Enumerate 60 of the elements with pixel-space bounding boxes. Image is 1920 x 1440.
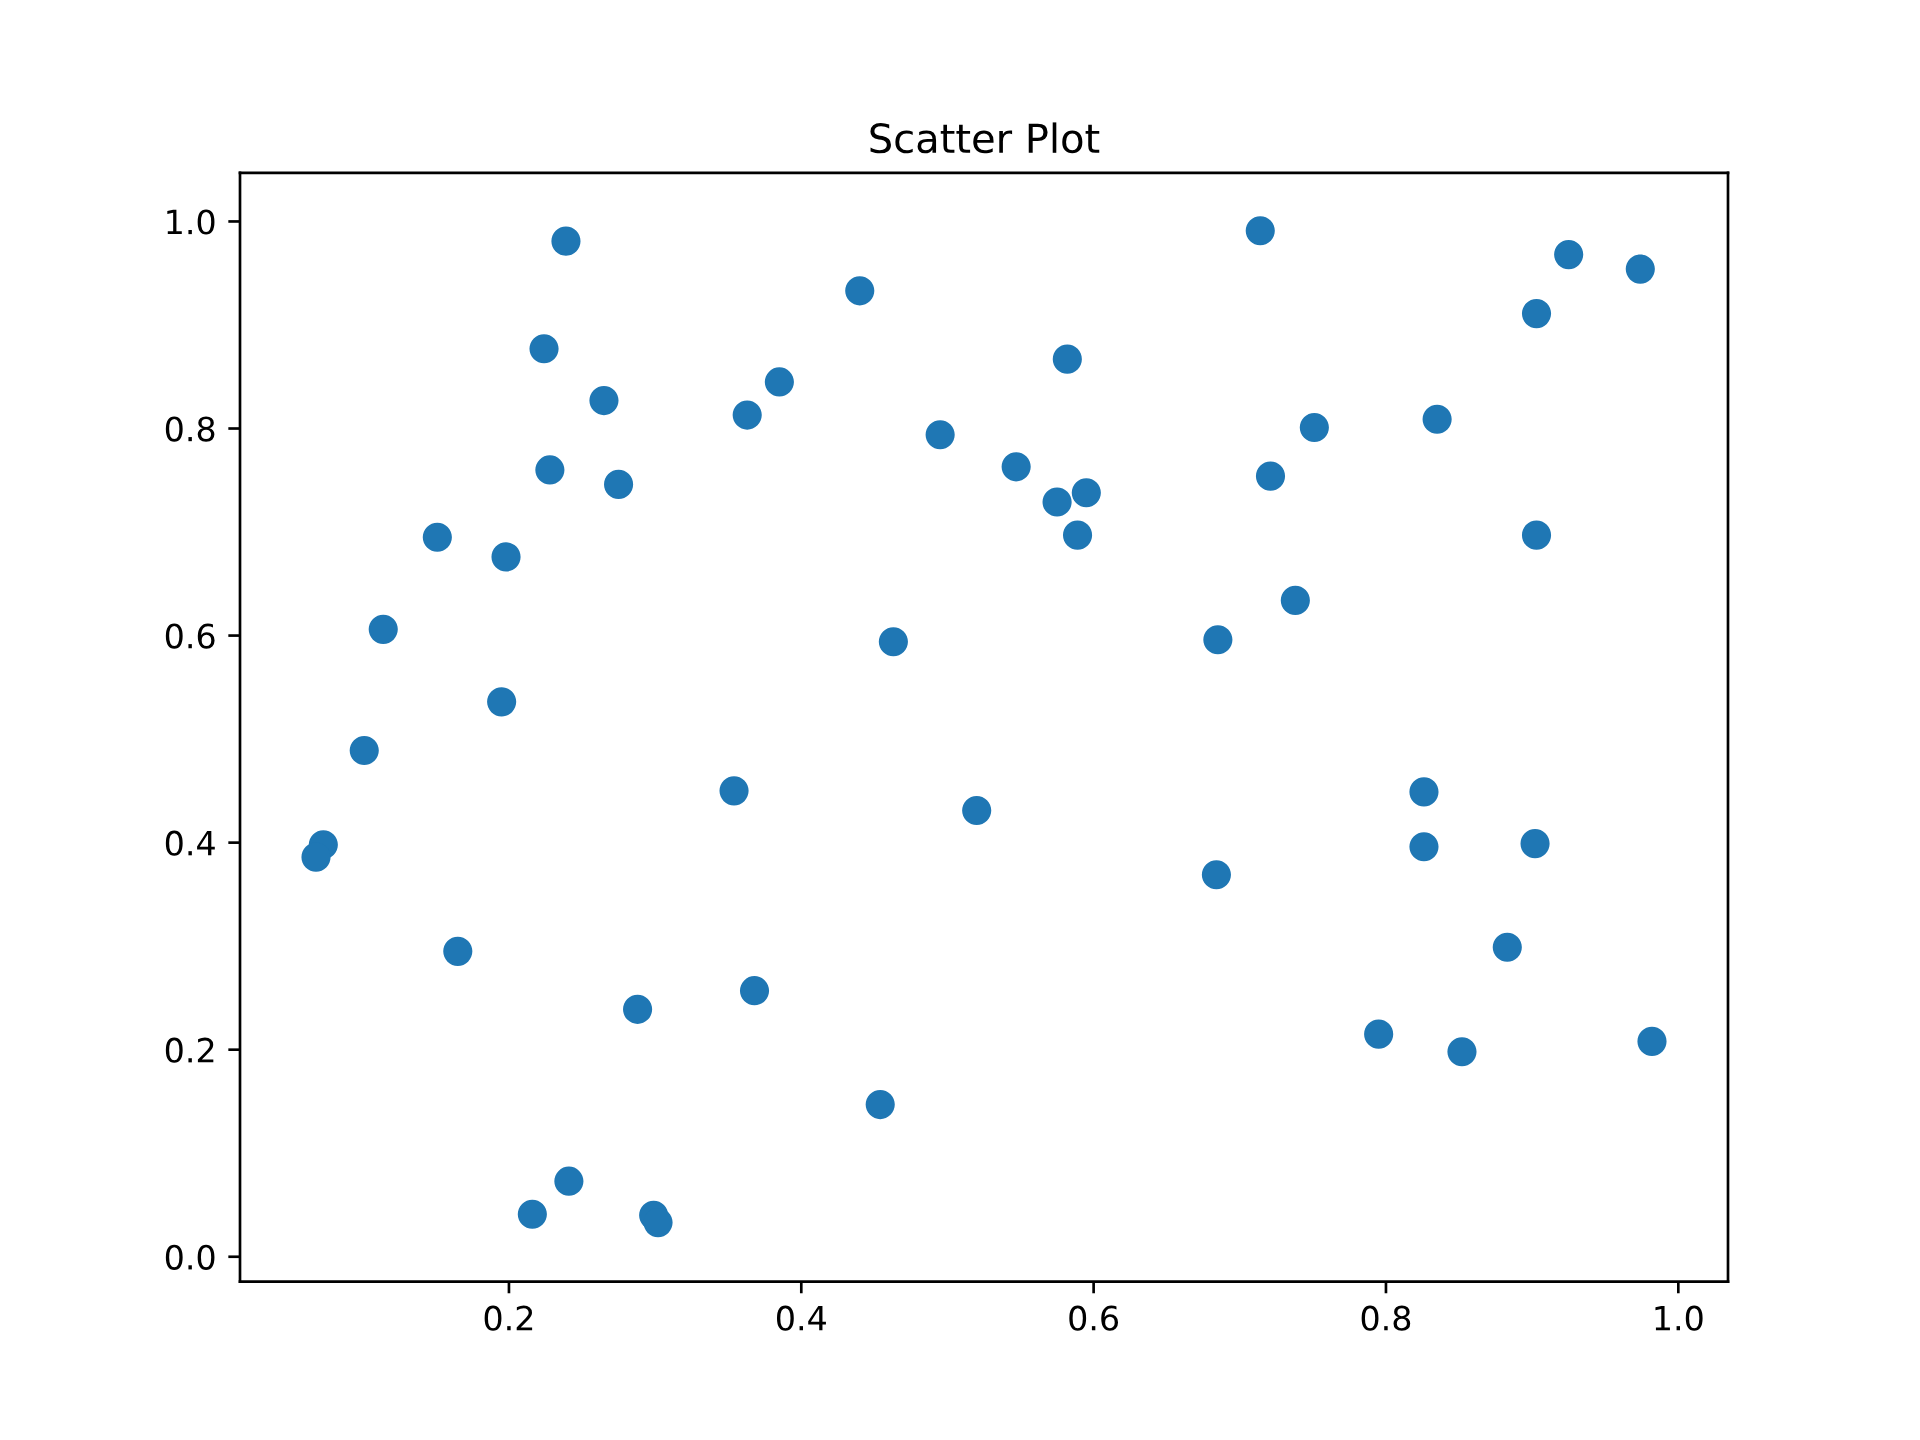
point [1521, 299, 1552, 329]
x-tick-label: 0.2 [484, 1305, 533, 1331]
x-tick-label: 1.0 [1655, 1305, 1703, 1331]
y-tick-label: 0.6 [165, 623, 215, 649]
point [739, 976, 770, 1006]
point [604, 469, 634, 499]
point [719, 776, 749, 806]
point [1203, 625, 1233, 655]
point [1042, 487, 1072, 517]
y-tick-label: 1.0 [167, 209, 215, 235]
point [1409, 832, 1439, 862]
y-tick-label: 0.0 [165, 1244, 215, 1270]
x-tick-label: 0.6 [1069, 1305, 1119, 1331]
point [925, 420, 955, 450]
x-tick-label: 0.4 [776, 1305, 826, 1331]
point [623, 994, 653, 1024]
point [517, 1199, 547, 1229]
point [962, 795, 992, 826]
point [1299, 412, 1329, 443]
point [529, 334, 559, 364]
point [845, 276, 875, 306]
point [1364, 1019, 1394, 1049]
point [1520, 829, 1550, 859]
point [1001, 452, 1031, 482]
point [491, 542, 521, 572]
point [732, 400, 762, 430]
y-tick-label: 0.2 [165, 1037, 214, 1063]
point [368, 614, 398, 644]
point [554, 1166, 584, 1196]
point [1280, 585, 1310, 615]
point [1409, 777, 1439, 807]
point [865, 1090, 895, 1120]
point [443, 936, 473, 966]
point [1521, 520, 1552, 550]
point [1625, 254, 1655, 284]
x-tick-label: 0.8 [1361, 1305, 1411, 1331]
point [1637, 1026, 1667, 1056]
point [1255, 461, 1286, 491]
point [1245, 216, 1275, 246]
point [1062, 520, 1093, 550]
point [1554, 240, 1584, 270]
point [301, 842, 331, 872]
chart-title: Scatter Plot [870, 122, 1100, 154]
point [349, 735, 379, 766]
point [1052, 344, 1082, 374]
point [551, 226, 581, 256]
point [1422, 404, 1452, 434]
y-tick-label: 0.4 [165, 830, 215, 856]
point [878, 627, 908, 657]
point [1492, 932, 1522, 962]
point [643, 1208, 673, 1238]
point [535, 455, 565, 485]
point [487, 687, 517, 717]
point [589, 386, 619, 416]
point [1201, 860, 1231, 890]
point [422, 522, 452, 552]
point [764, 367, 794, 397]
y-tick-label: 0.8 [165, 416, 215, 442]
point [1447, 1037, 1477, 1067]
point [1071, 478, 1101, 508]
